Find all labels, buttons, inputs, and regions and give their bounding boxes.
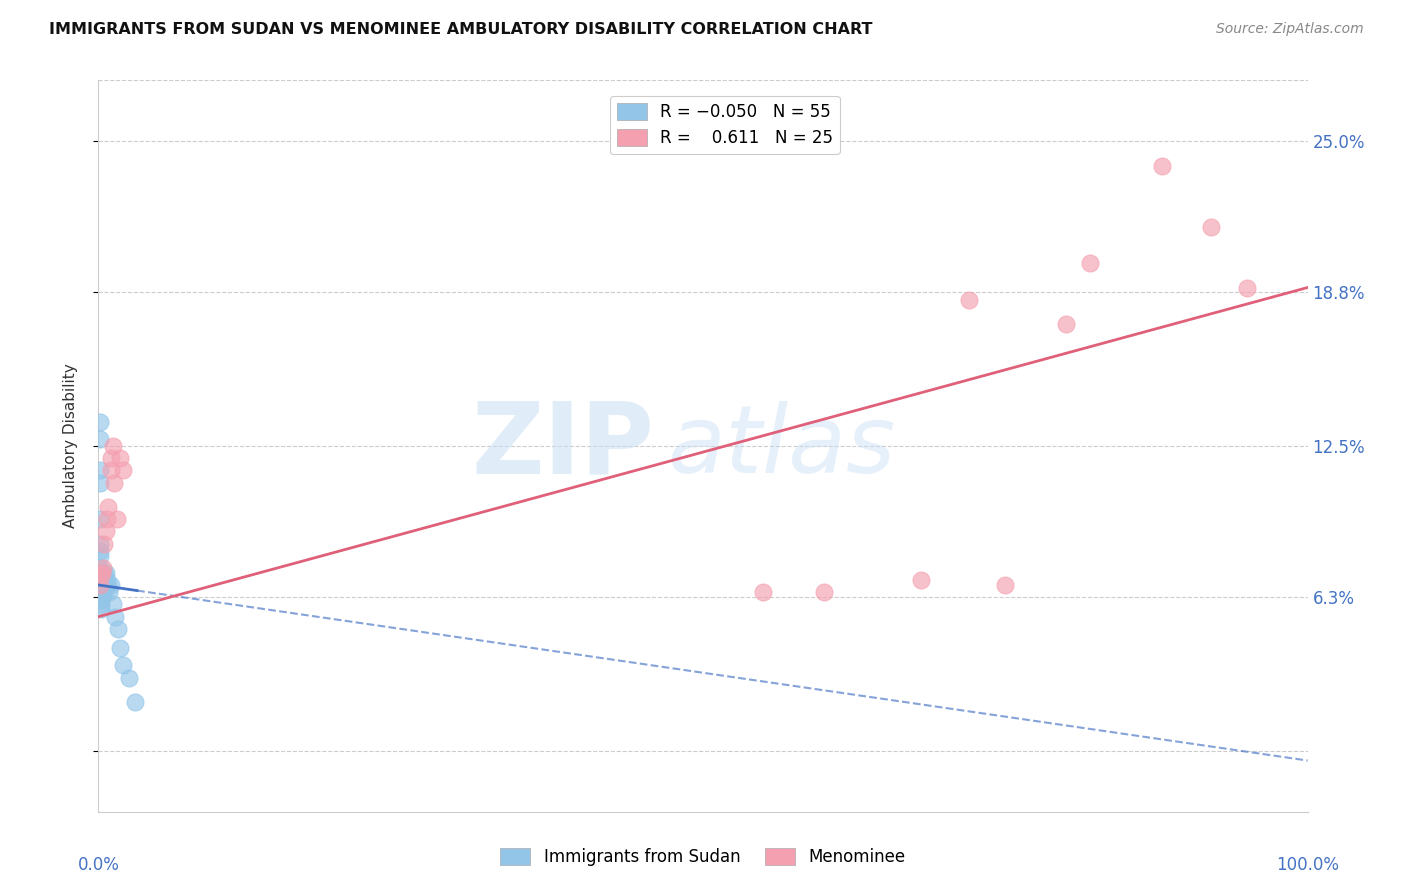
Point xyxy=(104,609,127,624)
Point xyxy=(89,575,111,590)
Point xyxy=(90,592,112,607)
Text: ZIP: ZIP xyxy=(472,398,655,494)
Point xyxy=(90,602,112,616)
Point xyxy=(90,573,112,587)
Point xyxy=(89,571,111,585)
Point xyxy=(105,512,128,526)
Point xyxy=(910,573,932,587)
Point xyxy=(97,500,120,514)
Point xyxy=(111,463,134,477)
Point xyxy=(89,475,111,490)
Point xyxy=(90,585,112,599)
Point xyxy=(89,432,111,446)
Point xyxy=(1054,317,1077,331)
Text: atlas: atlas xyxy=(666,401,896,491)
Point xyxy=(91,566,114,580)
Point xyxy=(91,585,114,599)
Point xyxy=(89,415,111,429)
Point xyxy=(111,658,134,673)
Point xyxy=(1078,256,1101,270)
Point xyxy=(89,463,111,477)
Y-axis label: Ambulatory Disability: Ambulatory Disability xyxy=(63,364,77,528)
Point xyxy=(89,573,111,587)
Point xyxy=(1152,159,1174,173)
Point xyxy=(89,588,111,602)
Point xyxy=(89,566,111,580)
Point xyxy=(994,578,1017,592)
Point xyxy=(90,578,112,592)
Point xyxy=(1236,280,1258,294)
Point xyxy=(89,568,111,582)
Point xyxy=(101,439,124,453)
Point xyxy=(89,581,111,595)
Point xyxy=(108,641,131,656)
Point xyxy=(97,578,120,592)
Point xyxy=(89,578,111,592)
Point xyxy=(100,463,122,477)
Point xyxy=(90,588,112,602)
Text: IMMIGRANTS FROM SUDAN VS MENOMINEE AMBULATORY DISABILITY CORRELATION CHART: IMMIGRANTS FROM SUDAN VS MENOMINEE AMBUL… xyxy=(49,22,873,37)
Point xyxy=(91,578,114,592)
Point xyxy=(813,585,835,599)
Point xyxy=(98,585,121,599)
Point xyxy=(90,566,112,580)
Point xyxy=(96,512,118,526)
Point xyxy=(89,578,111,592)
Point xyxy=(90,571,112,585)
Point xyxy=(118,671,141,685)
Point xyxy=(90,590,112,604)
Point xyxy=(108,451,131,466)
Point xyxy=(90,568,112,582)
Point xyxy=(96,573,118,587)
Text: 100.0%: 100.0% xyxy=(1277,855,1339,873)
Point xyxy=(100,578,122,592)
Point xyxy=(107,622,129,636)
Point xyxy=(93,566,115,580)
Point xyxy=(89,590,111,604)
Point xyxy=(89,561,111,575)
Point xyxy=(93,536,115,550)
Point xyxy=(91,585,114,599)
Point xyxy=(94,566,117,580)
Point xyxy=(94,524,117,539)
Point xyxy=(91,573,114,587)
Point xyxy=(103,475,125,490)
Point xyxy=(91,566,114,580)
Point xyxy=(89,582,111,597)
Point xyxy=(89,549,111,563)
Point xyxy=(89,585,111,599)
Point xyxy=(94,578,117,592)
Legend: R = −0.050   N = 55, R =    0.611   N = 25: R = −0.050 N = 55, R = 0.611 N = 25 xyxy=(610,96,839,154)
Point xyxy=(93,573,115,587)
Point xyxy=(90,598,112,612)
Point xyxy=(91,578,114,592)
Point xyxy=(91,561,114,575)
Point xyxy=(91,573,114,587)
Point xyxy=(1199,219,1222,234)
Point xyxy=(89,544,111,558)
Point xyxy=(101,598,124,612)
Legend: Immigrants from Sudan, Menominee: Immigrants from Sudan, Menominee xyxy=(494,841,912,873)
Point xyxy=(89,536,111,550)
Point xyxy=(124,695,146,709)
Point xyxy=(89,512,111,526)
Point xyxy=(91,590,114,604)
Point xyxy=(752,585,775,599)
Text: 0.0%: 0.0% xyxy=(77,855,120,873)
Point xyxy=(100,451,122,466)
Point xyxy=(957,293,980,307)
Text: Source: ZipAtlas.com: Source: ZipAtlas.com xyxy=(1216,22,1364,37)
Point xyxy=(93,585,115,599)
Point xyxy=(91,568,114,582)
